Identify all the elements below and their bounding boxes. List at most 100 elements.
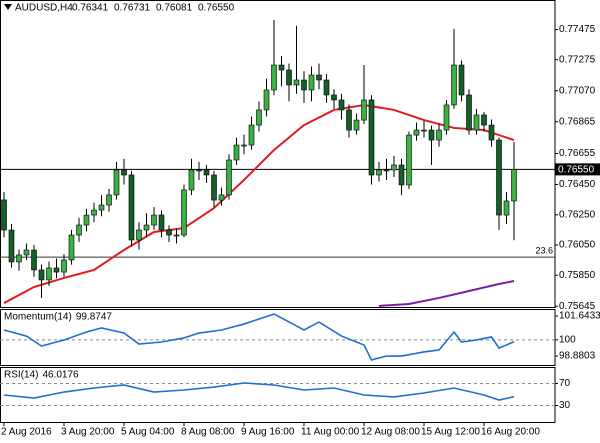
header-value: 0.76081: [156, 3, 193, 14]
candle-body: [31, 249, 37, 271]
overlay-line: [378, 280, 515, 307]
candle-body: [383, 169, 390, 172]
fib-label: 23.6: [535, 245, 553, 255]
candle-body: [263, 89, 270, 111]
price-tag: [555, 163, 600, 176]
candle-body: [128, 174, 135, 241]
candle-body: [226, 159, 232, 196]
x-tick-label: 11 Aug 00:00: [301, 427, 360, 438]
y-tick-label: 98.8803: [559, 351, 596, 362]
candle-body: [91, 209, 97, 216]
y-tick-label: 100: [559, 334, 576, 345]
candle-body: [113, 169, 120, 196]
candle-body: [233, 144, 240, 161]
candle-body: [106, 194, 112, 206]
candle-body: [166, 229, 172, 236]
candle-body: [361, 99, 367, 121]
y-tick-label: 101.6433: [559, 311, 600, 322]
y-tick-label: 0.76250: [559, 209, 596, 220]
candle-body: [241, 144, 247, 147]
menu-triangle: [4, 4, 12, 10]
candle-body: [286, 69, 292, 86]
candle-body: [451, 64, 457, 106]
candle-body: [83, 214, 90, 226]
x-tick-label: 3 Aug 20:00: [61, 427, 115, 438]
candle-body: [16, 254, 22, 263]
candle-body: [8, 229, 15, 263]
candle-body: [368, 99, 375, 176]
candle-body: [181, 189, 187, 236]
candle-body: [421, 129, 427, 132]
candle-body: [443, 104, 450, 131]
candle-body: [121, 169, 127, 176]
x-tick-label: 15 Aug 12:00: [421, 427, 480, 438]
header-value: 0.76550: [198, 3, 235, 14]
y-tick-label: 0.75850: [559, 270, 596, 281]
candle-body: [503, 200, 510, 216]
panel-frame: [0, 367, 556, 423]
indicator-title: RSI(14): [4, 370, 38, 381]
candle-body: [61, 259, 67, 273]
y-tick-label: 0.75645: [559, 301, 596, 312]
candle-body: [293, 79, 300, 86]
price-tag-label: 0.76550: [558, 165, 595, 176]
y-tick-label: 70: [559, 378, 571, 389]
candle-body: [68, 234, 75, 261]
y-tick-label: 0.76865: [559, 116, 596, 127]
candle-body: [1, 199, 7, 231]
y-tick-label: 0.77475: [559, 24, 596, 35]
candle-body: [323, 79, 330, 96]
candle-body: [346, 109, 352, 131]
chart-title: AUDUSD,H4: [15, 3, 73, 14]
candle-body: [316, 74, 322, 81]
indicator-value: 46.0176: [42, 370, 79, 381]
candle-body: [436, 129, 442, 141]
candle-body: [338, 99, 345, 111]
candle-body: [188, 169, 195, 191]
header-value: 0.76341: [72, 3, 109, 14]
candle-body: [248, 124, 255, 146]
panel-frame: [0, 0, 556, 308]
candle-body: [136, 229, 142, 241]
candle-body: [428, 129, 435, 141]
candle-body: [458, 64, 465, 96]
candle-body: [301, 79, 307, 91]
candle-body: [173, 234, 180, 237]
candle-body: [218, 194, 225, 201]
candle-body: [308, 74, 315, 91]
overlay-line: [3, 103, 515, 304]
y-tick-label: 0.76450: [559, 179, 596, 190]
candle-body: [46, 267, 52, 281]
x-tick-label: 16 Aug 20:00: [481, 427, 540, 438]
y-tick-label: 0.76655: [559, 148, 596, 159]
y-tick-label: 0.77275: [559, 54, 596, 65]
candle-body: [256, 109, 262, 126]
candle-body: [23, 249, 30, 256]
candle-body: [151, 214, 157, 226]
candle-body: [353, 119, 360, 131]
indicator-line: [3, 382, 515, 401]
candle-body: [398, 164, 405, 186]
candle-body: [481, 114, 487, 126]
x-tick-label: 9 Aug 16:00: [241, 427, 295, 438]
candle-body: [203, 169, 210, 176]
candle-body: [331, 94, 337, 101]
candle-body: [376, 169, 382, 176]
candle-body: [76, 224, 82, 236]
panel-frame: [0, 309, 556, 366]
candle-body: [158, 214, 165, 231]
header-value: 0.76731: [114, 3, 151, 14]
candle-body: [466, 94, 472, 131]
candle-body: [196, 169, 202, 172]
candle-body: [413, 129, 420, 136]
candle-body: [496, 139, 502, 216]
candle-body: [53, 267, 60, 273]
candle-body: [211, 174, 217, 201]
y-tick-label: 0.76050: [559, 240, 596, 251]
candle-body: [511, 169, 517, 202]
candle-body: [143, 224, 150, 231]
candle-body: [391, 164, 397, 171]
indicator-value: 99.8747: [76, 312, 113, 323]
